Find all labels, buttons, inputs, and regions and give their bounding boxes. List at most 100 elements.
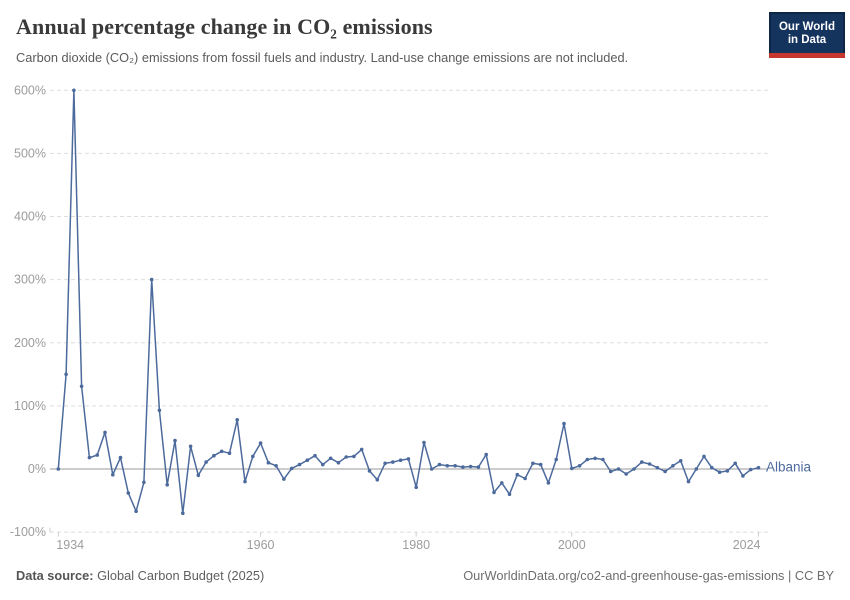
data-point bbox=[79, 384, 84, 389]
data-point bbox=[126, 491, 131, 495]
data-point bbox=[111, 472, 115, 477]
data-point bbox=[103, 430, 107, 435]
data-point bbox=[383, 461, 387, 466]
page-subtitle: Carbon dioxide (CO₂) emissions from foss… bbox=[16, 50, 629, 65]
data-point bbox=[538, 462, 543, 467]
data-point bbox=[515, 472, 520, 477]
y-tick-label: 600% bbox=[14, 83, 46, 97]
data-point bbox=[258, 441, 263, 445]
data-point bbox=[219, 449, 224, 454]
data-point bbox=[149, 277, 154, 282]
data-point bbox=[305, 458, 310, 463]
data-point bbox=[507, 492, 512, 497]
data-point bbox=[367, 469, 372, 473]
data-point bbox=[142, 480, 146, 485]
owid-url-link[interactable]: OurWorldinData.org/co2-and-greenhouse-ga… bbox=[463, 568, 834, 583]
data-point bbox=[72, 88, 76, 93]
data-point bbox=[678, 459, 683, 463]
data-point bbox=[359, 447, 364, 452]
data-point bbox=[562, 421, 566, 426]
y-tick-label: 400% bbox=[14, 210, 46, 224]
data-source: Data source: Global Carbon Budget (2025) bbox=[16, 568, 264, 583]
data-point bbox=[204, 460, 208, 464]
data-point bbox=[414, 485, 419, 490]
data-point bbox=[437, 462, 442, 467]
data-point bbox=[741, 474, 745, 478]
x-tick-label: 1934 bbox=[56, 538, 84, 552]
owid-logo-line2: in Data bbox=[787, 33, 827, 46]
data-point bbox=[725, 469, 730, 473]
data-point bbox=[476, 465, 481, 469]
data-point bbox=[87, 455, 92, 460]
data-point bbox=[593, 456, 597, 461]
data-point bbox=[756, 465, 761, 470]
x-tick-label: 2000 bbox=[558, 538, 586, 552]
data-point bbox=[313, 453, 317, 458]
data-point bbox=[468, 464, 473, 469]
data-point bbox=[748, 467, 753, 472]
owid-logo-accent-bar bbox=[769, 53, 845, 58]
data-point bbox=[601, 457, 605, 462]
x-tick-label: 1960 bbox=[247, 538, 275, 552]
data-point bbox=[64, 372, 68, 377]
data-point bbox=[453, 464, 457, 468]
y-tick-label: 100% bbox=[14, 399, 46, 413]
data-point bbox=[577, 464, 582, 468]
data-point bbox=[95, 453, 99, 457]
data-point bbox=[251, 454, 255, 459]
data-source-label: Data source: bbox=[16, 568, 94, 583]
y-tick-label: 300% bbox=[14, 273, 46, 287]
data-point bbox=[717, 470, 722, 475]
data-point bbox=[227, 451, 232, 456]
data-source-value: Global Carbon Budget (2025) bbox=[93, 568, 265, 583]
data-point bbox=[570, 466, 574, 471]
data-point bbox=[702, 454, 706, 459]
line-chart[interactable]: 600%500%400%300%200%100%0%-100%1934 1960 1… bbox=[0, 0, 850, 560]
x-axis-labels: 1934 1960 1980 2000 2024 bbox=[56, 538, 760, 552]
data-point bbox=[554, 457, 558, 462]
data-point bbox=[235, 418, 239, 422]
owid-logo[interactable]: Our World in Data bbox=[769, 12, 845, 53]
y-tick-label: 500% bbox=[14, 146, 46, 160]
page-title: Annual percentage change in CO₂ emission… bbox=[16, 14, 433, 39]
data-point bbox=[531, 461, 535, 466]
data-point bbox=[733, 461, 737, 466]
data-point bbox=[352, 454, 356, 459]
data-point bbox=[406, 457, 411, 461]
data-point bbox=[632, 467, 636, 471]
data-point bbox=[616, 467, 621, 471]
series-markers bbox=[56, 88, 761, 515]
data-point bbox=[608, 469, 613, 474]
data-point bbox=[157, 408, 162, 413]
data-point bbox=[243, 479, 247, 484]
chart-footer: Data source: Global Carbon Budget (2025)… bbox=[16, 568, 834, 583]
data-point bbox=[391, 460, 395, 464]
data-point bbox=[118, 455, 123, 460]
data-point bbox=[196, 473, 201, 478]
data-point bbox=[694, 467, 699, 471]
data-point bbox=[546, 481, 551, 485]
data-point bbox=[274, 464, 278, 468]
data-point bbox=[266, 460, 271, 465]
data-point bbox=[647, 462, 652, 466]
data-point bbox=[663, 469, 667, 474]
y-tick-label: -100% bbox=[10, 525, 46, 539]
data-point bbox=[710, 465, 714, 470]
owid-logo-line1: Our World bbox=[778, 20, 835, 33]
x-tick-label: 2024 bbox=[733, 538, 761, 552]
y-gridlines bbox=[50, 89, 768, 533]
data-point bbox=[181, 511, 185, 515]
data-point bbox=[289, 466, 294, 471]
data-point bbox=[492, 490, 496, 495]
data-point bbox=[56, 467, 61, 471]
data-point bbox=[165, 483, 169, 487]
data-point bbox=[375, 477, 380, 482]
data-point bbox=[344, 455, 349, 459]
series-entity-label[interactable]: Albania bbox=[766, 460, 812, 475]
data-point bbox=[686, 479, 691, 484]
data-point bbox=[321, 462, 325, 467]
x-tick-label: 1980 bbox=[402, 538, 430, 552]
data-point bbox=[188, 444, 193, 449]
y-tick-label: 0% bbox=[28, 462, 46, 476]
